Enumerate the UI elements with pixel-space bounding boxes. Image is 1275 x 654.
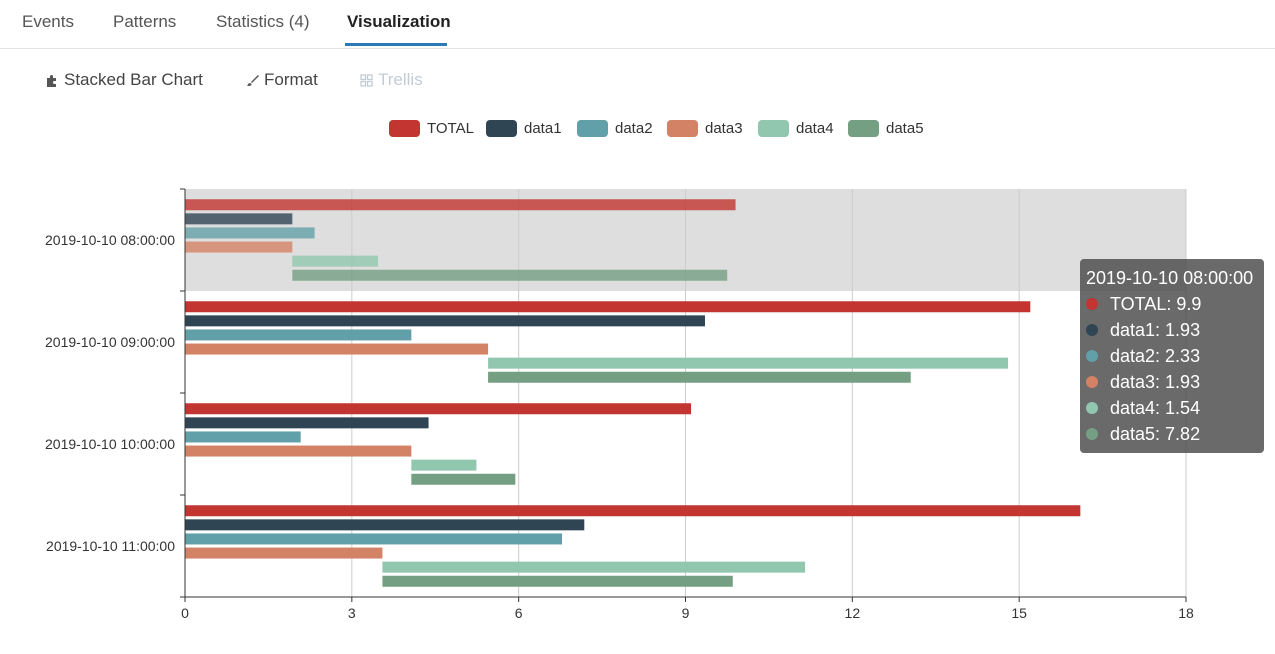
y-tick-label: 2019-10-10 11:00:00 [46, 538, 175, 554]
bar-total [185, 199, 736, 211]
tooltip-row: data2: 2.33 [1086, 343, 1264, 369]
y-tick-label: 2019-10-10 09:00:00 [45, 334, 175, 350]
x-tick-label: 6 [515, 605, 523, 621]
bar-data5 [411, 473, 516, 485]
series-dot-icon [1086, 324, 1098, 336]
tab-bar: Events Patterns Statistics (4) Visualiza… [0, 0, 1275, 49]
x-tick-label: 3 [348, 605, 356, 621]
tab-patterns[interactable]: Patterns [113, 12, 177, 31]
x-tick-label: 15 [1011, 605, 1027, 621]
legend-swatch [758, 119, 789, 137]
tooltip-row-text: data5: 7.82 [1110, 424, 1201, 444]
series-dot-icon [1086, 350, 1098, 362]
brush-icon [247, 74, 259, 86]
legend-item-data5[interactable]: data5 [848, 117, 924, 139]
x-tick-label: 9 [682, 605, 690, 621]
bar-total [185, 403, 692, 415]
bar-total [185, 505, 1081, 517]
tooltip-row: data4: 1.54 [1086, 395, 1264, 421]
y-tick-label: 2019-10-10 10:00:00 [45, 436, 175, 452]
bar-data2 [185, 431, 301, 443]
legend-label: data5 [886, 119, 924, 137]
chart-type-button[interactable]: Stacked Bar Chart [46, 70, 203, 90]
tooltip-row-text: TOTAL: 9.9 [1110, 294, 1202, 314]
legend-label: TOTAL [427, 119, 474, 137]
bar-data4 [292, 255, 378, 267]
legend-swatch [389, 119, 420, 137]
x-tick-label: 12 [845, 605, 861, 621]
legend-item-data2[interactable]: data2 [577, 117, 653, 139]
legend-item-data3[interactable]: data3 [667, 117, 743, 139]
trellis-label: Trellis [378, 70, 423, 89]
legend-item-total[interactable]: TOTAL [389, 117, 474, 139]
bar-chart: 2019-10-10 08:00:00 2019-10-10 09:00:00 20… [45, 188, 1194, 621]
chart-legend: TOTAL data1 data2 data3 data4 data5 [0, 117, 1275, 139]
legend-item-data4[interactable]: data4 [758, 117, 834, 139]
bar-data4 [488, 357, 1009, 369]
bar-data1 [185, 315, 705, 327]
puzzle-icon [47, 74, 56, 87]
series-dot-icon [1086, 428, 1098, 440]
x-tick-label: 0 [181, 605, 189, 621]
tab-events[interactable]: Events [22, 12, 74, 31]
bar-data3 [185, 547, 383, 559]
legend-label: data3 [705, 119, 743, 137]
bar-data4 [382, 561, 806, 573]
legend-swatch [848, 119, 879, 137]
tooltip-row-text: data2: 2.33 [1110, 346, 1201, 366]
bar-data3 [185, 343, 489, 355]
format-label: Format [264, 70, 318, 89]
series-dot-icon [1086, 376, 1098, 388]
legend-swatch [667, 119, 698, 137]
tooltip-row: TOTAL: 9.9 [1086, 291, 1264, 317]
bar-data1 [185, 213, 293, 225]
legend-label: data4 [796, 119, 834, 137]
tooltip-row-text: data3: 1.93 [1110, 372, 1201, 392]
legend-label: data2 [615, 119, 653, 137]
bar-data5 [488, 371, 911, 383]
x-tick-label: 18 [1178, 605, 1194, 621]
bar-total [185, 301, 1031, 313]
grid-icon [360, 73, 373, 87]
series-dot-icon [1086, 298, 1098, 310]
legend-label: data1 [524, 119, 562, 137]
tab-statistics[interactable]: Statistics (4) [216, 12, 310, 31]
chart-tooltip: 2019-10-10 08:00:00 TOTAL: 9.9 data1: 1.… [1080, 259, 1264, 453]
series-dot-icon [1086, 402, 1098, 414]
tab-visualization[interactable]: Visualization [347, 12, 451, 31]
bar-data1 [185, 519, 585, 531]
bar-data3 [185, 241, 293, 253]
active-tab-indicator [345, 43, 447, 46]
bar-data2 [185, 227, 315, 239]
bar-data2 [185, 329, 412, 341]
trellis-button[interactable]: Trellis [360, 70, 423, 90]
tooltip-row: data3: 1.93 [1086, 369, 1264, 395]
bar-data3 [185, 445, 412, 457]
format-button[interactable]: Format [246, 70, 318, 90]
bar-data1 [185, 417, 429, 429]
y-tick-label: 2019-10-10 08:00:00 [45, 232, 175, 248]
bar-data5 [382, 575, 733, 587]
tooltip-row-text: data1: 1.93 [1110, 320, 1201, 340]
bar-data5 [292, 269, 728, 281]
tooltip-title: 2019-10-10 08:00:00 [1086, 268, 1254, 288]
legend-item-data1[interactable]: data1 [486, 117, 562, 139]
legend-swatch [486, 119, 517, 137]
chart-type-label: Stacked Bar Chart [64, 70, 203, 89]
tooltip-row: data5: 7.82 [1086, 421, 1264, 447]
legend-swatch [577, 119, 608, 137]
bar-data2 [185, 533, 563, 545]
bar-data4 [411, 459, 477, 471]
tooltip-row-text: data4: 1.54 [1110, 398, 1201, 418]
tooltip-row: data1: 1.93 [1086, 317, 1264, 343]
